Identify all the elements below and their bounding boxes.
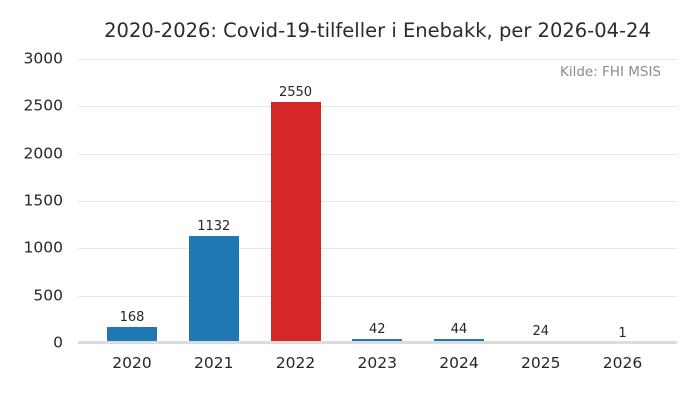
bar-value-label-2022: 2550 [278,84,313,100]
gridline-1500 [78,201,677,202]
x-tick-label-2020: 2020 [112,354,152,372]
bar-2020 [107,327,157,343]
source-note: Kilde: FHI MSIS [559,64,661,80]
gridline-1000 [78,248,677,250]
y-tick-label-3000: 3000 [23,49,63,68]
bar-value-label-2024: 44 [450,321,468,337]
y-tick-label-2500: 2500 [23,96,63,115]
bar-value-label-2025: 24 [532,323,550,339]
bar-value-label-2026: 1 [618,325,627,341]
bar-2022 [270,101,321,343]
gridline-3000 [78,59,677,60]
x-tick-label-2026: 2026 [602,354,643,372]
x-tick-label-2025: 2025 [521,354,561,372]
x-tick-label-2024: 2024 [439,354,479,372]
gridline-2500 [78,106,677,108]
gridline-500 [78,295,677,297]
chart-title: 2020-2026: Covid-19-tilfeller i Enebakk,… [104,19,651,42]
bar-2021 [188,235,239,343]
y-tick-label-1500: 1500 [23,191,63,210]
y-tick-label-500: 500 [33,285,63,304]
plot-area: 0 500 1000 1500 2000 2500 3000 168 1132 2550 42 44… [24,51,677,371]
x-tick-label-2021: 2021 [194,354,234,372]
y-tick-label-1000: 1000 [23,238,63,257]
bar-value-label-2020: 168 [119,310,145,326]
x-tick-label-2023: 2023 [357,354,397,372]
y-tick-label-0: 0 [53,333,63,352]
y-tick-label-2000: 2000 [23,143,63,162]
gridline-2000 [78,153,677,155]
x-axis-line [78,341,677,344]
bar-2024 [434,338,484,343]
bar-value-label-2021: 1132 [197,218,231,234]
bar-value-label-2023: 42 [368,322,386,338]
x-tick-label-2022: 2022 [275,354,316,372]
